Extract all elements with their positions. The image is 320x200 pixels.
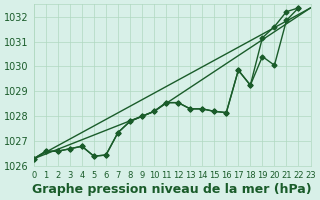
X-axis label: Graphe pression niveau de la mer (hPa): Graphe pression niveau de la mer (hPa) bbox=[32, 183, 312, 196]
